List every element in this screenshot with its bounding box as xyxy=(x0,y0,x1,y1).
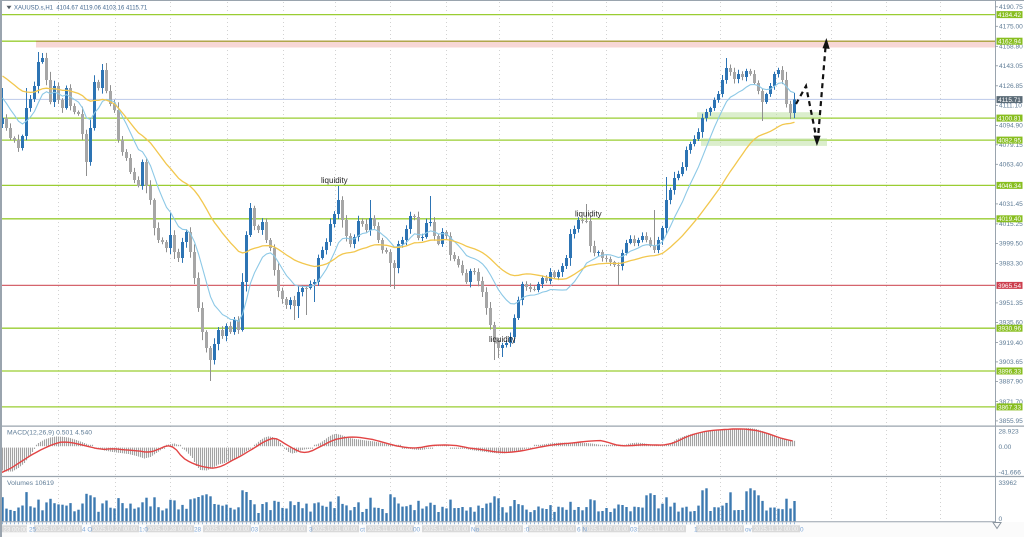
svg-text:2025.11.07 00:00: 2025.11.07 00:00 xyxy=(584,526,629,533)
svg-text:2025.10.24 00:00: 2025.10.24 00:00 xyxy=(36,526,81,533)
svg-text:4111.10: 4111.10 xyxy=(999,103,1022,110)
svg-text:6 N: 6 N xyxy=(577,526,587,533)
svg-text:4082.95: 4082.95 xyxy=(998,138,1022,145)
svg-text:0: 0 xyxy=(999,516,1003,523)
svg-text:23 00:00: 23 00:00 xyxy=(3,526,28,533)
svg-text:0: 0 xyxy=(800,526,804,533)
svg-text:liquidity: liquidity xyxy=(321,176,348,185)
svg-text:4175.00: 4175.00 xyxy=(999,24,1023,31)
svg-text:4019.40: 4019.40 xyxy=(998,216,1022,223)
svg-text:4046.34: 4046.34 xyxy=(998,183,1022,190)
svg-text:28: 28 xyxy=(194,526,202,533)
svg-text:4158.80: 4158.80 xyxy=(999,44,1023,51)
svg-text:4100.81: 4100.81 xyxy=(998,116,1022,123)
svg-text:2025.11.10 00:00: 2025.11.10 00:00 xyxy=(640,526,685,533)
svg-text:3: 3 xyxy=(309,526,313,533)
svg-text:2025.11.11 00:00: 2025.11.11 00:00 xyxy=(698,526,743,533)
svg-text:2025.11.04 00:00: 2025.11.04 00:00 xyxy=(424,526,469,533)
svg-text:4079.15: 4079.15 xyxy=(999,142,1023,149)
svg-text:2025.10.27 00:00: 2025.10.27 00:00 xyxy=(93,526,138,533)
svg-text:2025.10.29 00:00: 2025.10.29 00:00 xyxy=(205,526,250,533)
svg-text:2025.11.03 00:00: 2025.11.03 00:00 xyxy=(368,526,413,533)
svg-text:3983.30: 3983.30 xyxy=(999,261,1023,268)
svg-text:3930.96: 3930.96 xyxy=(998,326,1022,333)
svg-text:ov: ov xyxy=(745,526,753,533)
svg-text:3951.35: 3951.35 xyxy=(999,300,1023,307)
svg-text:4115.71: 4115.71 xyxy=(998,97,1021,104)
svg-text:4 O: 4 O xyxy=(82,526,92,533)
svg-text:25: 25 xyxy=(29,526,37,533)
svg-text:2025.10.30 00:00: 2025.10.30 00:00 xyxy=(261,526,306,533)
svg-text:4015.25: 4015.25 xyxy=(999,221,1023,228)
svg-text:3887.90: 3887.90 xyxy=(999,379,1023,386)
svg-text:2025.11.06 00:00: 2025.11.06 00:00 xyxy=(530,526,575,533)
svg-text:4190.75: 4190.75 xyxy=(999,4,1023,11)
svg-text:03:: 03: xyxy=(630,526,639,533)
svg-text:3896.33: 3896.33 xyxy=(998,368,1022,375)
svg-text:3919.40: 3919.40 xyxy=(999,340,1023,347)
svg-text:1: 1 xyxy=(694,526,698,533)
svg-text:28.923: 28.923 xyxy=(999,428,1020,435)
svg-text:1:0: 1:0 xyxy=(139,526,148,533)
svg-text:Volumes 10619: Volumes 10619 xyxy=(7,480,54,487)
svg-text:0.00: 0.00 xyxy=(999,444,1012,451)
svg-text:4143.05: 4143.05 xyxy=(999,63,1023,70)
svg-text:2025.10.31 00:00: 2025.10.31 00:00 xyxy=(313,526,358,533)
svg-text:ct: ct xyxy=(360,526,365,533)
svg-text:4094.90: 4094.90 xyxy=(999,123,1023,130)
svg-text:4063.40: 4063.40 xyxy=(999,162,1023,169)
svg-text:2025.11.05 00:00: 2025.11.05 00:00 xyxy=(477,526,522,533)
svg-text:3999.50: 3999.50 xyxy=(999,241,1023,248)
svg-text:4162.94: 4162.94 xyxy=(998,39,1022,46)
svg-text:3871.70: 3871.70 xyxy=(999,399,1023,406)
svg-text:No: No xyxy=(471,526,480,533)
svg-text:3935.60: 3935.60 xyxy=(999,320,1023,327)
svg-text:00: 00 xyxy=(413,526,421,533)
svg-text:4184.42: 4184.42 xyxy=(998,12,1022,19)
svg-text:2025.10.28 00:00: 2025.10.28 00:00 xyxy=(148,526,193,533)
svg-text:MACD(12,26,9) 0.501 4.540: MACD(12,26,9) 0.501 4.540 xyxy=(7,430,92,437)
svg-text:3867.33: 3867.33 xyxy=(998,404,1022,411)
svg-text:3903.65: 3903.65 xyxy=(999,359,1023,366)
svg-text:-41.666: -41.666 xyxy=(999,470,1022,477)
svg-text:3855.95: 3855.95 xyxy=(999,418,1023,425)
svg-text:liquidity: liquidity xyxy=(575,210,602,219)
svg-text:3965.54: 3965.54 xyxy=(998,283,1022,290)
svg-text:liquidity: liquidity xyxy=(489,335,516,344)
svg-text:XAUUSD.s,H1 4104.67 4119.06 4: XAUUSD.s,H1 4104.67 4119.06 4103.16 4115… xyxy=(14,6,148,12)
svg-text:03: 03 xyxy=(251,526,259,533)
svg-text::0: :0 xyxy=(524,526,530,533)
svg-text:4126.85: 4126.85 xyxy=(999,83,1023,90)
svg-text:2025.11.12 00:00: 2025.11.12 00:00 xyxy=(754,526,799,533)
svg-text:4031.45: 4031.45 xyxy=(999,201,1023,208)
svg-text:33962: 33962 xyxy=(999,480,1018,487)
